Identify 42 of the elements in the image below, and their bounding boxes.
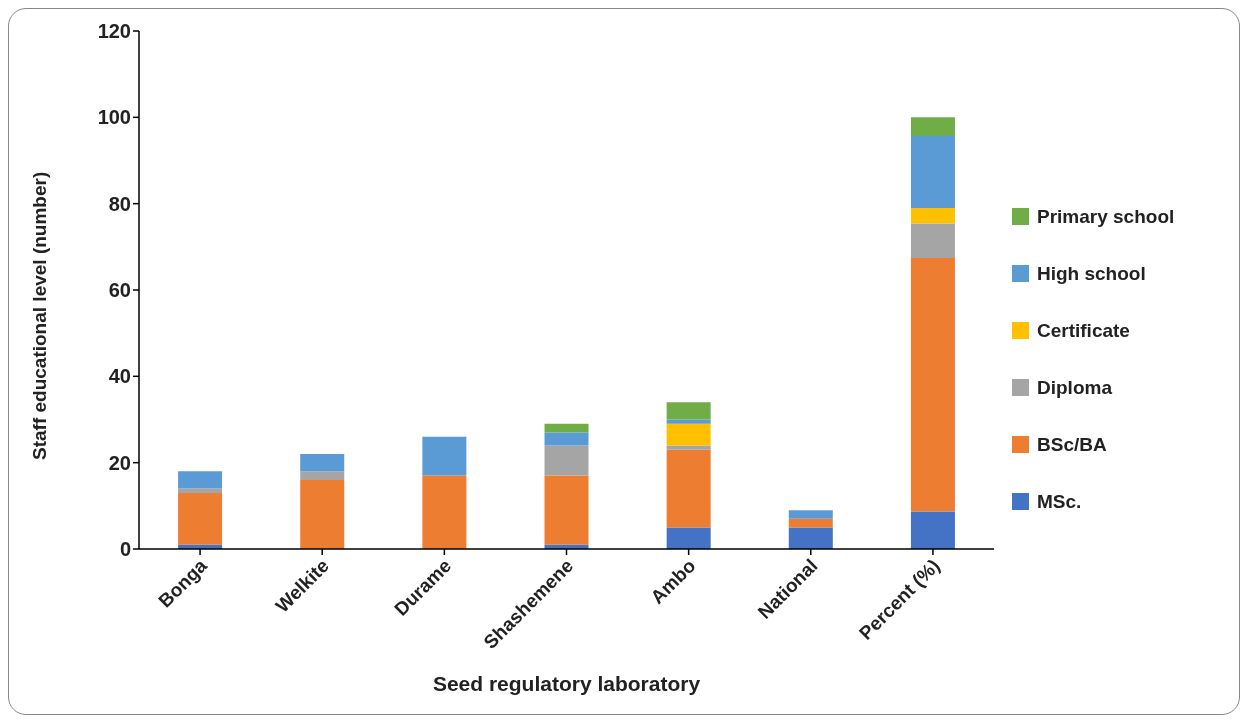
bar — [422, 436, 467, 476]
bar — [910, 258, 955, 512]
bar — [666, 402, 711, 420]
bar — [300, 471, 345, 480]
bar — [666, 527, 711, 549]
legend-label: Diploma — [1037, 376, 1112, 399]
y-tick-label: 40 — [108, 365, 131, 388]
bar — [910, 117, 955, 136]
y-tick-label: 100 — [97, 106, 131, 129]
bar — [666, 419, 711, 424]
bar — [544, 475, 589, 545]
bar — [910, 223, 955, 259]
bar — [544, 432, 589, 446]
bar — [178, 471, 223, 489]
bar — [788, 518, 833, 528]
bar — [300, 479, 345, 549]
bar — [788, 510, 833, 519]
bar — [300, 454, 345, 472]
y-tick-label: 60 — [108, 279, 131, 302]
x-axis-title: Seed regulatory laboratory — [432, 672, 701, 695]
bar — [544, 445, 589, 476]
legend-label: Certificate — [1037, 319, 1130, 342]
bar — [788, 527, 833, 549]
bar — [666, 449, 711, 528]
bar — [910, 135, 955, 208]
y-tick-label: 20 — [108, 451, 131, 474]
legend-label: BSc/BA — [1037, 433, 1107, 456]
legend-label: MSc. — [1037, 490, 1082, 513]
y-axis-title: Staff educational level (number) — [28, 171, 50, 460]
bar — [666, 445, 711, 450]
bar — [910, 511, 955, 549]
bar — [178, 488, 223, 493]
bar — [178, 492, 223, 545]
y-tick-label: 0 — [119, 538, 131, 561]
bar — [666, 423, 711, 446]
y-tick-label: 120 — [97, 20, 131, 43]
bar — [544, 423, 589, 433]
bar — [910, 207, 955, 224]
legend-label: Primary school — [1037, 205, 1175, 228]
legend-label: High school — [1037, 262, 1146, 285]
bar — [422, 475, 467, 549]
y-tick-label: 80 — [108, 192, 131, 215]
